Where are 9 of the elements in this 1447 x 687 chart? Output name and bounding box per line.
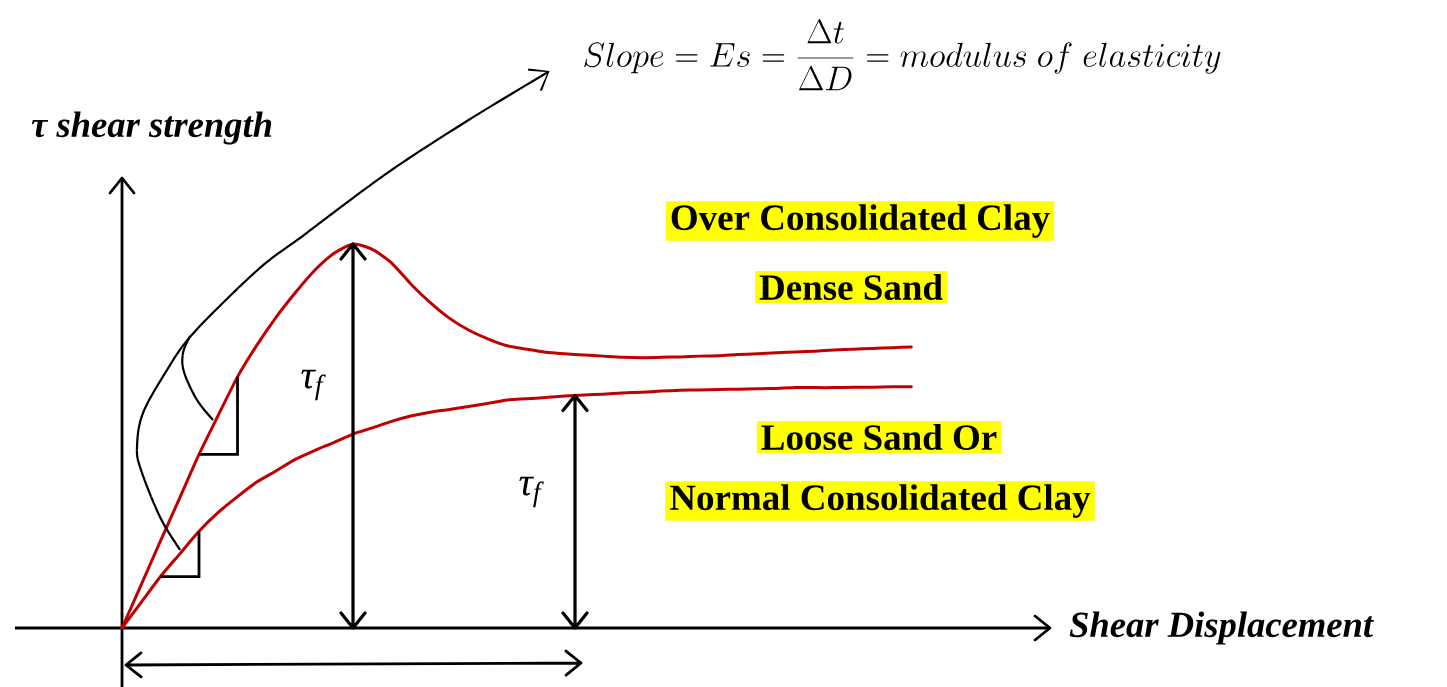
y-axis-title: τ shear strength [31,111,272,145]
annotation: Dense Sand [759,273,943,301]
text: Over Consolidated Clay [671,204,1050,238]
x-axis-title: Shear Displacement [1069,611,1374,645]
annotation: Normal Consolidated Clay [670,484,1091,518]
annotation: τ$_{f}$ [519,476,544,508]
annotation: τ$_{f}$ [301,369,326,401]
annotation: Loose Sand Or [761,423,997,451]
text: $Slope = Es = \frac{\Delta t}{\Delta D} = modulus\ of\ elasticity$ [584,18,1221,91]
